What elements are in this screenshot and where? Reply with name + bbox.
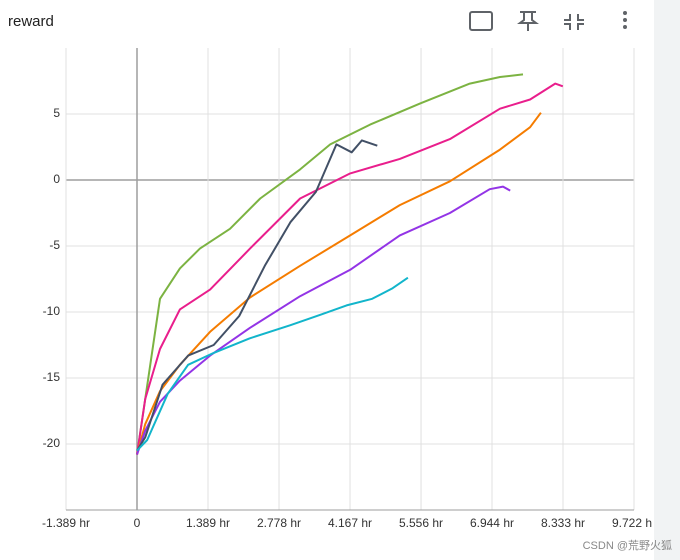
series-line xyxy=(136,82,564,455)
y-tick-label: -10 xyxy=(43,304,61,318)
x-tick-label: 0 xyxy=(134,516,141,530)
menu-icon[interactable] xyxy=(623,11,627,29)
chart-title: reward xyxy=(8,13,54,30)
watermark: CSDN @荒野火狐 xyxy=(583,538,672,552)
y-tick-label: -20 xyxy=(43,436,61,450)
collapse-icon[interactable] xyxy=(564,14,584,30)
x-tick-label: 2.778 hr xyxy=(257,516,301,530)
toolbar xyxy=(469,11,627,31)
x-tick-label: 1.389 hr xyxy=(186,516,230,530)
series-line xyxy=(136,276,409,452)
series-line xyxy=(136,185,511,455)
fit-icon[interactable] xyxy=(469,11,493,31)
x-tick-label: 8.333 hr xyxy=(541,516,585,530)
series-line xyxy=(136,73,524,455)
side-panel xyxy=(654,0,680,560)
x-tick-label: 5.556 hr xyxy=(399,516,443,530)
series-line xyxy=(136,139,378,452)
y-tick-label: -15 xyxy=(43,370,61,384)
x-tick-label: 6.944 hr xyxy=(470,516,514,530)
pin-icon[interactable] xyxy=(517,11,539,31)
series-line xyxy=(136,112,542,455)
y-tick-label: 5 xyxy=(53,106,60,120)
y-tick-label: -5 xyxy=(49,238,60,252)
y-tick-label: 0 xyxy=(53,172,60,186)
x-tick-label: 4.167 hr xyxy=(328,516,372,530)
x-tick-label: 9.722 hr xyxy=(612,516,656,530)
x-tick-label: -1.389 hr xyxy=(42,516,90,530)
